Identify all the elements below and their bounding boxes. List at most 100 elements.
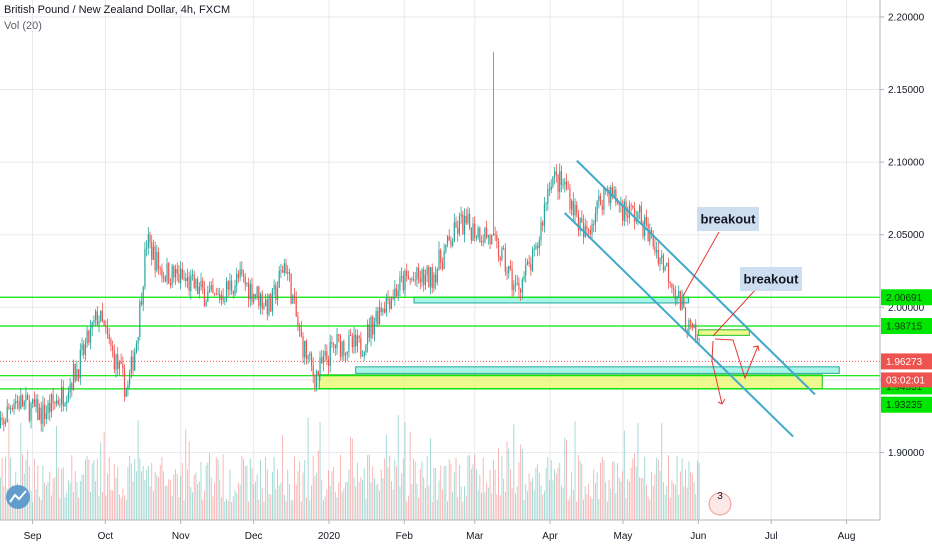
candle-body xyxy=(265,299,267,307)
logo-glyph xyxy=(9,490,27,503)
candle-body xyxy=(496,234,498,241)
candle-body xyxy=(333,343,335,346)
candle-body xyxy=(329,342,331,366)
candle-body xyxy=(208,289,211,293)
candle-body xyxy=(219,294,221,300)
candle-body xyxy=(416,267,418,281)
price-axis[interactable]: 1.900001.950002.000002.050002.100002.150… xyxy=(879,0,932,550)
candle-body xyxy=(669,281,671,284)
candle-body xyxy=(27,394,29,400)
candle-body xyxy=(72,364,75,390)
event-badge-count: 3 xyxy=(717,491,723,502)
candle-body xyxy=(224,300,226,302)
candle-body xyxy=(42,404,44,424)
candle-body xyxy=(151,242,153,260)
candle-body xyxy=(322,356,325,363)
yellow-zone xyxy=(318,374,823,390)
candle-body xyxy=(525,264,527,276)
projection-arrow-down xyxy=(711,340,723,405)
candle-body xyxy=(202,280,204,289)
candle-body xyxy=(25,394,27,402)
candle-body xyxy=(117,354,119,369)
candle-body xyxy=(693,324,695,329)
candle-body xyxy=(567,188,569,190)
candle-body xyxy=(545,203,547,205)
candle-body xyxy=(122,363,124,369)
candle-body xyxy=(593,224,595,225)
candle-body xyxy=(409,279,411,281)
candle-body xyxy=(156,252,158,271)
candle-body xyxy=(543,203,546,226)
candle-body xyxy=(361,356,364,357)
time-axis[interactable]: Sep Oct Nov Dec 2020 Feb Mar Apr May Jun Jul Aug xyxy=(0,519,932,550)
candle-body xyxy=(373,322,376,335)
candle-body xyxy=(319,357,321,375)
candle-body xyxy=(487,235,489,238)
candle-body xyxy=(423,269,425,285)
candle-body xyxy=(572,200,574,216)
candle-body xyxy=(67,392,70,401)
yellow-zone xyxy=(697,329,750,336)
candle-body xyxy=(163,276,165,278)
candle-body xyxy=(253,294,255,302)
candle-body xyxy=(139,301,141,337)
candle-body xyxy=(508,266,510,274)
candle-body xyxy=(234,285,236,295)
candle-body xyxy=(474,223,476,238)
candle-body xyxy=(171,266,173,286)
candle-body xyxy=(157,252,160,269)
candle-body xyxy=(93,319,95,323)
candle-body xyxy=(142,287,144,305)
volume-indicator-label[interactable]: Vol (20) xyxy=(4,20,42,32)
candle-body xyxy=(526,261,529,265)
candle-body xyxy=(438,250,440,270)
annotation-label: breakout xyxy=(744,272,800,287)
candle-body xyxy=(497,240,500,258)
candle-body xyxy=(297,316,299,326)
candle-body xyxy=(188,277,190,291)
candle-body xyxy=(642,221,644,237)
candle-body xyxy=(84,343,87,355)
candle-body xyxy=(64,403,66,407)
candle-body xyxy=(445,244,447,252)
candle-body xyxy=(23,401,25,407)
candle-body xyxy=(127,384,129,390)
level-price-tag-bg xyxy=(881,396,932,413)
candles xyxy=(0,51,700,433)
candle-body xyxy=(577,213,580,231)
candle-body xyxy=(178,273,180,284)
candle-body xyxy=(316,371,318,388)
candle-body xyxy=(193,274,195,289)
candle-body xyxy=(270,294,272,312)
candle-body xyxy=(584,226,586,238)
candle-body xyxy=(287,272,289,274)
time-tick-label: Aug xyxy=(838,531,856,542)
candle-body xyxy=(169,283,172,286)
candle-body xyxy=(611,187,614,197)
time-tick-label: Feb xyxy=(396,531,414,542)
candle-body xyxy=(241,269,243,275)
candle-body xyxy=(382,308,384,313)
candle-body xyxy=(666,262,668,267)
candle-body xyxy=(484,228,486,243)
candle-body xyxy=(441,262,444,269)
candle-body xyxy=(358,335,360,339)
candle-body xyxy=(159,268,161,269)
annotation-box xyxy=(697,207,759,231)
candle-body xyxy=(460,214,462,217)
time-tick-label: Dec xyxy=(245,531,263,542)
candle-body xyxy=(404,270,406,291)
annotation-box xyxy=(740,267,802,291)
channel-upper-line xyxy=(576,159,816,396)
candle-body xyxy=(448,236,450,241)
callout-line xyxy=(712,287,758,337)
annotation-arrows xyxy=(682,231,760,405)
candle-body xyxy=(79,349,81,379)
candle-body xyxy=(569,188,571,210)
time-tick-label: Mar xyxy=(466,531,484,542)
candle-body xyxy=(6,406,8,423)
candle-body xyxy=(231,280,233,291)
candle-body xyxy=(69,383,71,393)
